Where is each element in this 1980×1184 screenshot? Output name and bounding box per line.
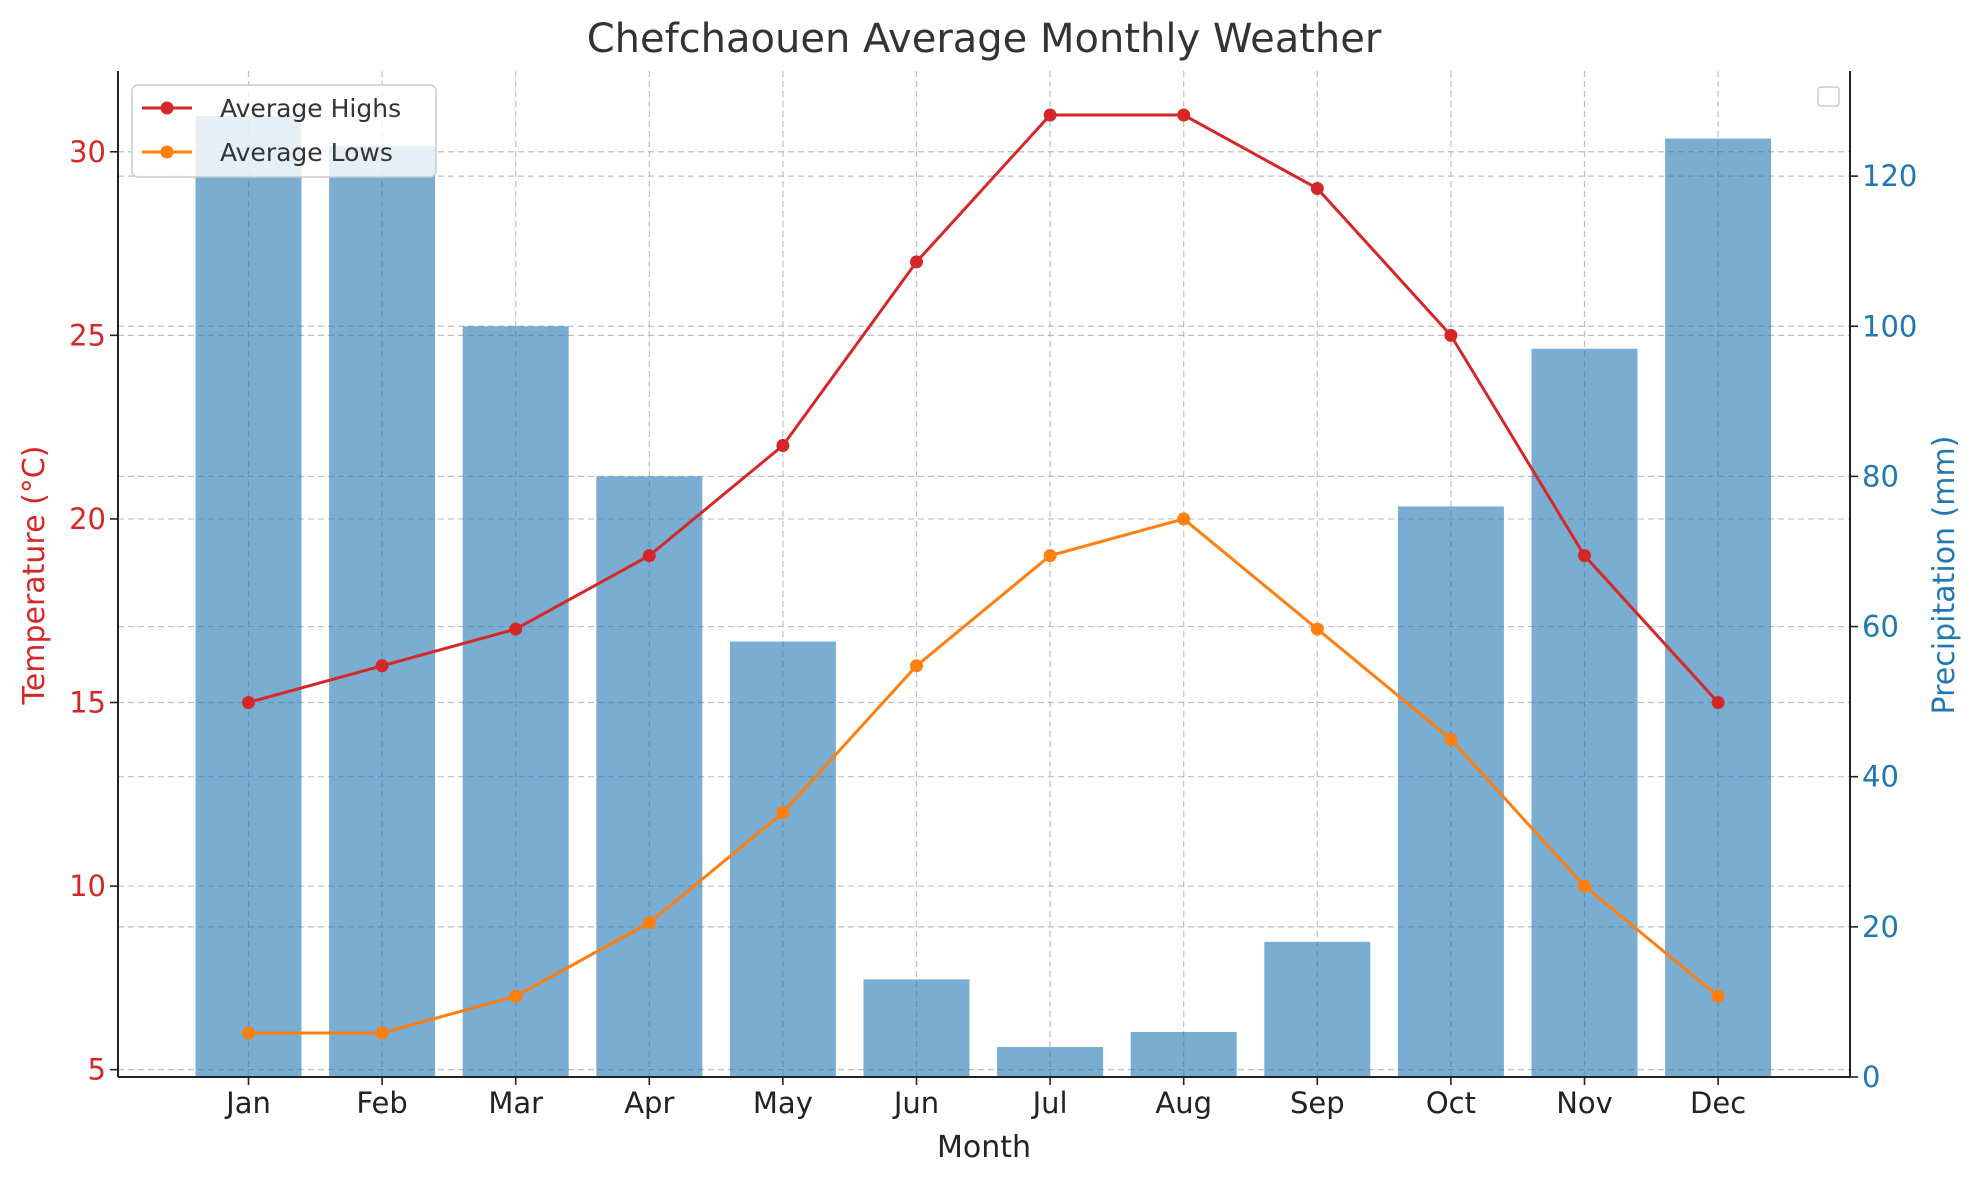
data-point-high-jun (910, 255, 923, 269)
y-right-tick-label: 80 (1862, 459, 1899, 493)
precipitation-bar-feb (329, 146, 436, 1077)
precipitation-bar-sep (1264, 941, 1371, 1077)
y-axis-left-label: Temperature (°C) (17, 446, 52, 706)
y-left-tick-label: 10 (69, 869, 106, 903)
data-point-high-dec (1711, 696, 1725, 710)
data-point-high-mar (509, 622, 523, 636)
y-right-tick-label: 120 (1862, 159, 1917, 193)
precipitation-bars (195, 116, 1772, 1078)
precipitation-bar-mar (462, 326, 569, 1077)
precipitation-bar-may (729, 641, 836, 1077)
legend-box (131, 84, 437, 178)
x-tick-label-feb: Feb (356, 1086, 407, 1120)
y-right-tick-label: 0 (1862, 1060, 1880, 1094)
data-point-high-may (776, 438, 790, 452)
y-axis-right-label: Precipitation (mm) (1927, 436, 1962, 715)
data-point-low-jan (242, 1026, 255, 1040)
temperature-lines (242, 108, 1725, 1040)
data-point-high-jan (242, 696, 255, 710)
legend-label-highs: Average Highs (220, 94, 401, 123)
data-point-low-jun (910, 659, 923, 673)
x-tick-label-apr: Apr (624, 1086, 674, 1120)
legend-label-lows: Average Lows (220, 138, 393, 167)
chart-title: Chefchaouen Average Monthly Weather (587, 16, 1382, 62)
data-point-high-aug (1177, 108, 1191, 122)
data-point-high-oct (1444, 328, 1458, 342)
x-tick-label-oct: Oct (1426, 1086, 1476, 1120)
data-point-low-may (776, 806, 790, 820)
data-point-high-sep (1310, 181, 1324, 195)
data-point-low-jul (1043, 549, 1057, 563)
x-tick-label-may: May (753, 1086, 813, 1120)
precipitation-bar-dec (1665, 138, 1772, 1078)
data-point-high-feb (375, 659, 389, 673)
y-right-tick-label: 100 (1862, 309, 1917, 343)
y-left-tick-label: 20 (69, 502, 106, 536)
precipitation-bar-nov (1531, 348, 1638, 1077)
series-line-lows (248, 517, 1720, 1035)
empty-legend-box (1817, 86, 1840, 107)
y-left-tick-label: 15 (69, 686, 106, 720)
data-point-high-jul (1043, 108, 1057, 122)
precipitation-bar-jun (863, 979, 970, 1077)
legend-marker-lows (160, 145, 174, 159)
x-tick-label-jan: Jan (224, 1086, 271, 1120)
y-left-tick-label: 25 (69, 318, 106, 352)
x-axis-label: Month (937, 1130, 1031, 1165)
data-point-low-feb (375, 1026, 389, 1040)
legend: Average Highs Average Lows (131, 84, 437, 178)
series-line-highs (248, 113, 1720, 704)
y-right-tick-label: 20 (1862, 910, 1899, 944)
data-point-low-dec (1711, 989, 1725, 1003)
y-right-tick-label: 60 (1862, 610, 1899, 644)
x-tick-label-dec: Dec (1690, 1086, 1746, 1120)
data-point-low-oct (1444, 732, 1458, 746)
x-tick-label-nov: Nov (1556, 1086, 1613, 1120)
x-tick-label-jun: Jun (892, 1086, 939, 1120)
data-point-high-apr (642, 549, 656, 563)
y-right-tick-label: 40 (1862, 760, 1899, 794)
legend-marker-highs (160, 101, 174, 115)
x-tick-label-aug: Aug (1155, 1086, 1212, 1120)
y-left-tick-label: 5 (88, 1053, 106, 1087)
data-point-low-apr (642, 916, 656, 930)
x-tick-label-mar: Mar (488, 1086, 543, 1120)
precipitation-bar-aug (1130, 1031, 1237, 1077)
axes: Jan Feb Mar Apr May Jun Jul Aug Sep Oct Nov Dec 5 10 1… (69, 71, 1917, 1120)
data-point-high-nov (1578, 549, 1591, 563)
precipitation-bar-apr (596, 476, 703, 1078)
data-point-low-sep (1310, 622, 1324, 636)
x-tick-label-sep: Sep (1290, 1086, 1345, 1120)
x-tick-label-jul: Jul (1031, 1086, 1068, 1120)
y-left-tick-label: 30 (69, 135, 106, 169)
precipitation-bar-oct (1397, 506, 1504, 1077)
data-point-low-mar (509, 989, 523, 1003)
precipitation-bar-jan (195, 116, 302, 1077)
data-point-low-nov (1578, 879, 1591, 893)
data-point-low-aug (1177, 512, 1191, 526)
precipitation-bar-jul (997, 1046, 1104, 1077)
